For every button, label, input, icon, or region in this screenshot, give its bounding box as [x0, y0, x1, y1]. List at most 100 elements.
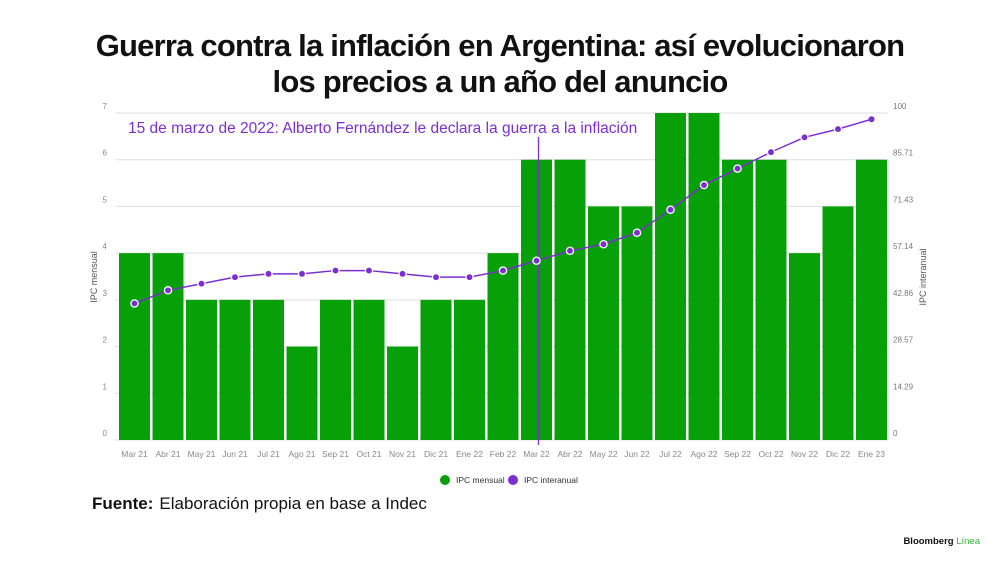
bar [219, 299, 251, 440]
y-tick-label: 7 [103, 102, 108, 111]
y-tick-label: 0 [103, 429, 108, 438]
bar [755, 159, 787, 440]
chart-title: Guerra contra la inflación en Argentina:… [0, 28, 1000, 100]
x-tick-label: Jun 21 [222, 449, 248, 459]
y2-tick-label: 28.57 [893, 336, 914, 345]
x-tick-label: Dic 21 [424, 449, 448, 459]
bar [856, 159, 887, 440]
line-point [264, 269, 273, 279]
x-tick-label: Nov 21 [389, 449, 416, 459]
x-tick-label: Ago 22 [691, 449, 718, 459]
title-line-2: los precios a un año del anuncio [272, 64, 729, 99]
legend-label: IPC interanual [524, 475, 578, 485]
line-point [632, 228, 642, 237]
x-tick-label: Sep 21 [322, 449, 349, 459]
y2-tick-label: 100 [893, 102, 907, 111]
x-tick-label: Oct 22 [758, 449, 783, 459]
bar [789, 253, 820, 440]
y2-axis-label: IPC interanual [918, 248, 928, 305]
x-tick-label: Jul 21 [257, 449, 280, 459]
line-point [197, 279, 206, 288]
bar [186, 299, 217, 440]
bar [621, 206, 653, 440]
line-point [800, 133, 809, 142]
x-tick-label: Ago 21 [289, 449, 316, 459]
bar [688, 113, 720, 440]
bar [353, 299, 385, 440]
y-tick-label: 3 [103, 289, 108, 298]
y-axis-label: IPC mensual [89, 251, 99, 303]
bar [487, 253, 519, 440]
source-label: Fuente: [92, 494, 154, 513]
bar [320, 299, 351, 440]
x-tick-label: May 21 [188, 449, 216, 459]
line-point [498, 266, 508, 275]
line-point [833, 124, 843, 134]
x-tick-label: Mar 21 [121, 449, 148, 459]
y2-tick-label: 85.71 [893, 149, 914, 158]
bar [722, 159, 753, 440]
y2-tick-label: 57.14 [893, 242, 914, 251]
line-point [230, 272, 240, 282]
y-tick-label: 2 [103, 336, 108, 345]
y2-tick-label: 14.29 [893, 382, 914, 391]
y2-tick-label: 0 [893, 429, 898, 438]
x-tick-label: Feb 22 [490, 449, 517, 459]
x-tick-label: Abr 21 [155, 449, 180, 459]
y-tick-label: 1 [103, 382, 108, 391]
x-tick-label: May 22 [590, 449, 618, 459]
line-point [766, 147, 776, 157]
line-point [666, 205, 675, 214]
x-tick-label: Abr 22 [557, 449, 582, 459]
legend-marker-mensual [440, 475, 450, 485]
y-tick-label: 5 [103, 195, 108, 204]
bar [521, 159, 552, 440]
y2-tick-label: 71.43 [893, 195, 914, 204]
y-tick-label: 4 [103, 242, 108, 251]
y2-tick-label: 42.86 [893, 289, 914, 298]
x-tick-label: Oct 21 [356, 449, 381, 459]
bar [152, 253, 184, 440]
title-line-1: Guerra contra la inflación en Argentina:… [95, 28, 905, 63]
y-tick-label: 6 [103, 149, 108, 158]
brand-name: Bloomberg [903, 536, 954, 547]
x-tick-label: Jul 22 [659, 449, 682, 459]
line-point [868, 116, 875, 123]
x-tick-label: Ene 22 [456, 449, 483, 459]
brand-suffix: Línea [956, 536, 980, 547]
bar [387, 346, 418, 440]
line-point [431, 272, 441, 282]
x-tick-label: Nov 22 [791, 449, 818, 459]
line-point [297, 269, 307, 279]
x-tick-label: Dic 22 [826, 449, 850, 459]
line-point [565, 246, 575, 256]
bar [454, 299, 485, 440]
line-point [163, 286, 173, 295]
line-point [331, 266, 340, 275]
x-tick-label: Mar 22 [523, 449, 550, 459]
source-note: Fuente: Elaboración propia en base a Inde… [92, 494, 427, 514]
brand-logo: Bloomberg Línea [903, 536, 980, 547]
line-point [130, 299, 139, 308]
bar [554, 159, 586, 440]
legend-marker-interanual [508, 475, 518, 485]
line-point [364, 266, 374, 275]
x-tick-label: Sep 22 [724, 449, 751, 459]
bar [822, 206, 854, 440]
line-point [465, 272, 474, 282]
line-point [733, 164, 742, 173]
bar [119, 253, 150, 440]
x-tick-label: Ene 23 [858, 449, 885, 459]
line-point [699, 180, 709, 190]
bar [286, 346, 318, 440]
bar [253, 299, 284, 440]
line-point [599, 239, 608, 249]
annotation-text: 15 de marzo de 2022: Alberto Fernández l… [128, 120, 637, 137]
source-text: Elaboración propia en base a Indec [159, 494, 427, 513]
line-point [532, 256, 541, 265]
bar [420, 299, 452, 440]
line-point [398, 269, 407, 279]
x-tick-label: Jun 22 [624, 449, 650, 459]
bar [655, 113, 686, 440]
